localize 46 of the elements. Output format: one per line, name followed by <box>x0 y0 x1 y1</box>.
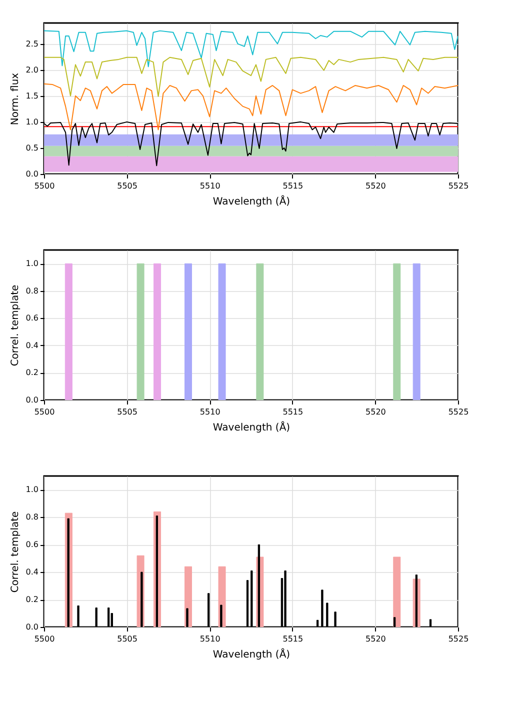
x-tick-label: 5510 <box>200 408 220 416</box>
x-axis-title: Wavelength (Å) <box>212 648 290 660</box>
y-tick-label: 0.4 <box>26 340 38 350</box>
x-tick-label: 5505 <box>117 182 138 190</box>
y-tick-label: 0.8 <box>26 512 38 522</box>
x-tick-label: 5525 <box>448 182 469 190</box>
x-tick-label: 5500 <box>34 634 55 644</box>
y-axis-title: Norm. flux <box>10 72 21 126</box>
x-axis-title: Wavelength (Å) <box>212 420 290 434</box>
y-tick-label: 0.5 <box>26 143 38 152</box>
x-tick-label: 5525 <box>448 634 469 644</box>
bar <box>393 556 401 627</box>
x-axis-title: Wavelength (Å) <box>212 194 290 208</box>
y-tick-label: 0.6 <box>26 314 38 323</box>
y-axis-title: Correl. template <box>10 284 21 366</box>
y-tick-label: 0.0 <box>26 396 38 404</box>
line-series <box>44 56 458 97</box>
y-tick-label: 0.4 <box>26 568 38 577</box>
y-tick-label: 0.8 <box>26 286 38 296</box>
line-series <box>44 83 458 130</box>
x-tick-label: 5520 <box>366 634 386 644</box>
x-tick-label: 5515 <box>282 408 304 416</box>
y-tick-label: 0.6 <box>26 540 38 550</box>
y-tick-label: 1.5 <box>26 91 38 100</box>
y-tick-label: 0.0 <box>26 170 38 178</box>
x-tick-label: 5510 <box>200 634 220 644</box>
line-series <box>44 30 458 68</box>
x-tick-label: 5505 <box>117 634 138 644</box>
y-tick-label: 1.0 <box>26 259 38 268</box>
x-tick-label: 5505 <box>117 408 138 416</box>
x-tick-label: 5520 <box>366 408 386 416</box>
y-tick-label: 1.0 <box>26 485 38 494</box>
x-tick-label: 5510 <box>200 182 220 190</box>
y-tick-label: 2.5 <box>26 39 38 48</box>
x-tick-label: 5500 <box>34 182 55 190</box>
y-tick-label: 0.2 <box>26 595 38 604</box>
y-axis-title: Correl. template <box>10 511 21 593</box>
x-tick-label: 5515 <box>282 634 304 644</box>
x-tick-label: 5525 <box>448 408 469 416</box>
x-tick-label: 5520 <box>366 182 386 190</box>
y-tick-label: 0.2 <box>26 368 38 378</box>
y-tick-label: 2.0 <box>26 65 38 74</box>
y-tick-label: 0.0 <box>26 622 38 632</box>
x-tick-label: 5515 <box>282 182 304 190</box>
y-tick-label: 1.0 <box>26 117 38 126</box>
x-tick-label: 5500 <box>34 408 55 416</box>
